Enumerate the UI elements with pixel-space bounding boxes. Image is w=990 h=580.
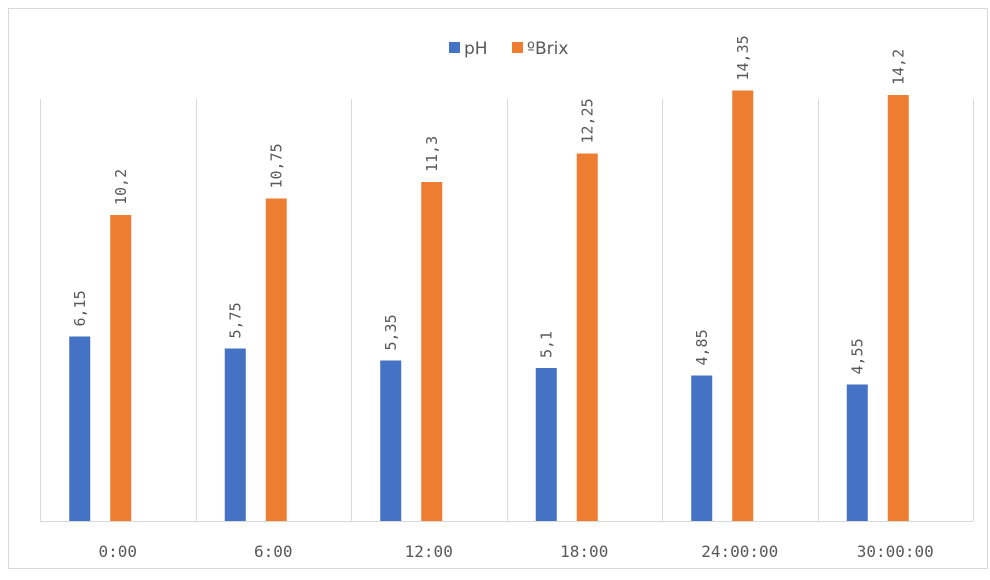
bar-0-4 bbox=[691, 375, 713, 521]
bar-1-2 bbox=[421, 182, 443, 521]
data-label: 11,3 bbox=[423, 136, 441, 172]
bar-0-1 bbox=[224, 348, 246, 521]
data-label: 10,2 bbox=[112, 169, 130, 205]
legend: pH ºBrix bbox=[449, 39, 568, 59]
bar-chart: 6,15 10,2 5,75 10,75 5,35 11,3 5,1 12,25 4,85 14,… bbox=[40, 35, 974, 561]
x-tick-label: 0:00 bbox=[98, 542, 137, 561]
bar-1-1 bbox=[265, 198, 287, 521]
bar-1-5 bbox=[887, 95, 909, 521]
bar-0-0 bbox=[69, 336, 91, 521]
bar-1-0 bbox=[110, 215, 132, 521]
data-label: 5,35 bbox=[382, 314, 400, 350]
data-labels: 6,15 10,2 5,75 10,75 5,35 11,3 5,1 12,25 4,85 14,… bbox=[71, 35, 908, 374]
data-label: 4,85 bbox=[693, 329, 711, 365]
legend-label: pH bbox=[464, 39, 488, 59]
legend-label: ºBrix bbox=[527, 39, 568, 59]
x-tick-label: 18:00 bbox=[560, 542, 608, 561]
data-label: 5,1 bbox=[537, 331, 555, 358]
x-axis-tick-labels: 0:00 6:00 12:00 18:00 24:00:00 30:00:00 bbox=[98, 542, 933, 561]
data-label: 10,75 bbox=[267, 143, 285, 188]
bar-1-4 bbox=[732, 90, 754, 521]
x-tick-label: 24:00:00 bbox=[701, 542, 778, 561]
data-label: 4,55 bbox=[848, 338, 866, 374]
data-label: 6,15 bbox=[71, 290, 89, 326]
x-tick-label: 30:00:00 bbox=[857, 542, 934, 561]
chart-area: 6,15 10,2 5,75 10,75 5,35 11,3 5,1 12,25 4,85 14,… bbox=[8, 8, 988, 569]
legend-swatch bbox=[512, 42, 523, 53]
data-label: 14,35 bbox=[734, 35, 752, 80]
gridlines bbox=[40, 99, 974, 522]
data-label: 5,75 bbox=[226, 302, 244, 338]
legend-swatch bbox=[449, 42, 460, 53]
data-label: 14,2 bbox=[889, 49, 907, 85]
bar-0-2 bbox=[380, 360, 402, 521]
bar-0-5 bbox=[846, 384, 868, 521]
bars bbox=[69, 90, 909, 521]
x-tick-label: 12:00 bbox=[405, 542, 453, 561]
bar-0-3 bbox=[535, 368, 557, 521]
data-label: 12,25 bbox=[578, 98, 596, 143]
x-tick-label: 6:00 bbox=[254, 542, 293, 561]
bar-1-3 bbox=[576, 153, 598, 521]
